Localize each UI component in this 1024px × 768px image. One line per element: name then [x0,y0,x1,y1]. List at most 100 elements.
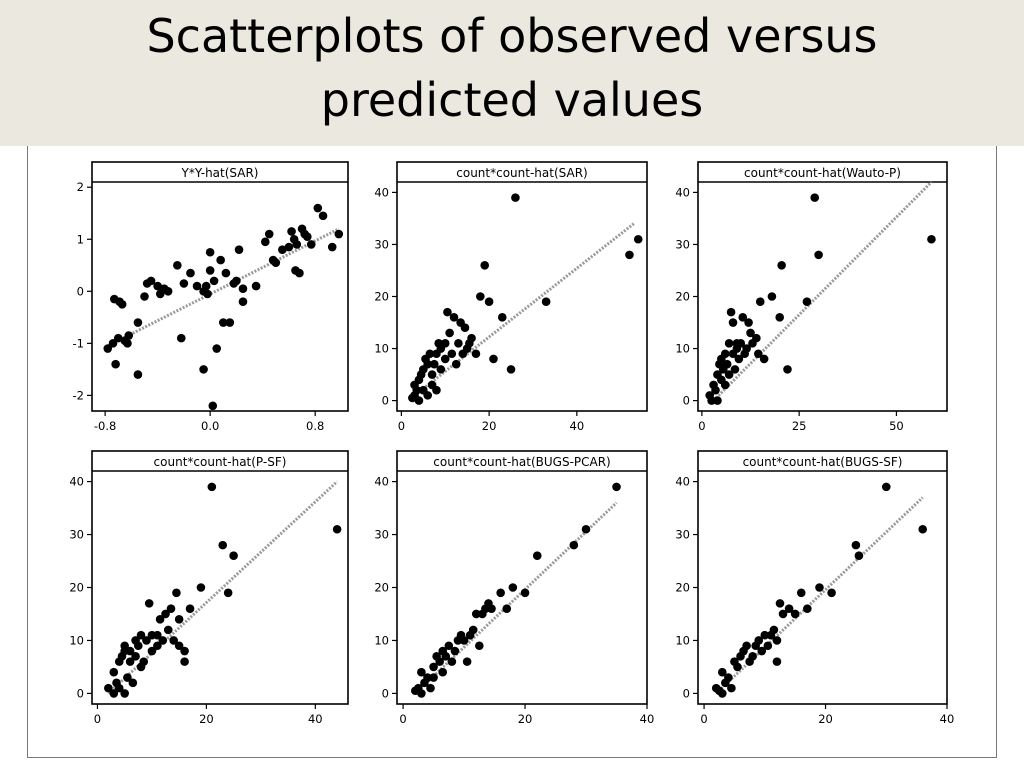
y-tick-label: 20 [675,581,690,595]
data-point [851,540,861,550]
data-point [278,245,287,254]
panel-title: count*count-hat(BUGS-PCAR) [433,455,611,469]
data-point [216,255,225,265]
data-point [158,636,168,645]
y-tick-label: 20 [675,290,690,304]
data-point [201,281,211,291]
y-tick-label: 2 [77,180,84,194]
data-point [169,636,179,645]
data-point [441,652,451,661]
y-tick-label: 10 [69,633,84,647]
x-tick-label: 20 [518,712,533,726]
data-point [180,657,189,666]
data-point [733,662,742,672]
data-point [471,609,481,619]
y-tick-label: 20 [374,290,389,304]
data-point [123,339,132,348]
data-point [136,630,146,640]
x-tick-label: 20 [482,419,497,433]
data-point [581,524,591,534]
y-tick-label: 0 [382,394,389,408]
y-tick-label: 40 [675,185,690,199]
data-point [506,365,516,374]
data-point [425,349,435,359]
data-point [432,385,441,395]
panel-title: count*count-hat(Wauto-P) [744,166,901,180]
data-point [475,641,484,651]
x-tick-label: 20 [818,712,833,726]
slide-title-line-1: Scatterplots of observed versus [146,9,878,63]
data-point [179,279,189,288]
data-point [462,657,472,666]
data-point [327,242,337,252]
data-point [541,297,551,307]
data-point [436,365,446,374]
data-point [713,396,722,405]
data-point [445,328,454,338]
data-point [192,281,202,291]
data-point [730,365,740,374]
data-point [144,599,154,608]
data-point [738,313,748,322]
x-tick-label: 0 [698,419,705,433]
data-point [742,641,751,651]
data-point [796,588,806,598]
data-point [746,328,755,338]
data-point [783,365,792,374]
data-point [744,318,753,327]
data-point [295,268,304,278]
data-point [742,344,751,353]
data-point [414,396,424,405]
data-point [205,266,215,275]
data-point [502,604,512,613]
data-point [790,609,800,619]
data-point [814,250,823,260]
data-point [752,333,761,343]
fit-line [712,180,933,402]
y-tick-label: 30 [374,237,389,251]
data-point [468,625,478,635]
data-point [161,609,170,619]
data-point [146,276,156,286]
data-point [435,657,444,666]
x-tick-label: 0 [700,712,707,726]
data-point [736,339,746,348]
y-tick-label: 0 [77,284,84,298]
scatter-panel-6: count*count-hat(BUGS-SF) 0 20 40 0 10 20 30 40 [675,450,954,726]
y-tick-label: 0 [683,686,690,700]
data-point [173,260,182,270]
data-point [153,281,162,291]
data-point [484,297,494,307]
data-point [114,683,124,693]
slide-title: Scatterplots of observed versus predicte… [0,4,1024,132]
data-point [854,551,864,561]
plot-frame [91,161,349,412]
data-point [260,237,270,247]
data-point [196,583,206,592]
data-point [238,284,248,293]
y-tick-label: 10 [374,342,389,356]
y-tick-label: 40 [374,475,389,489]
data-point [447,657,457,666]
data-point [125,657,135,666]
y-tick-label: 10 [675,633,690,647]
data-point [724,339,734,348]
y-tick-label: 30 [675,528,690,542]
data-point [234,245,244,254]
y-tick-label: 0 [382,686,389,700]
data-point [108,339,118,348]
x-tick-label: 0 [398,419,405,433]
data-point [153,641,162,651]
data-point [778,609,788,619]
x-tick-label: 0.8 [306,419,324,433]
data-point [772,636,782,645]
data-point [113,333,123,343]
y-tick-label: 30 [69,528,84,542]
scatter-panel-2: count*count-hat(SAR) 0 20 40 0 10 20 30 40 [374,161,648,433]
data-point [186,268,195,278]
x-tick-label: 0 [399,712,406,726]
data-point [496,588,505,598]
data-point [759,354,769,364]
data-point [454,339,463,348]
